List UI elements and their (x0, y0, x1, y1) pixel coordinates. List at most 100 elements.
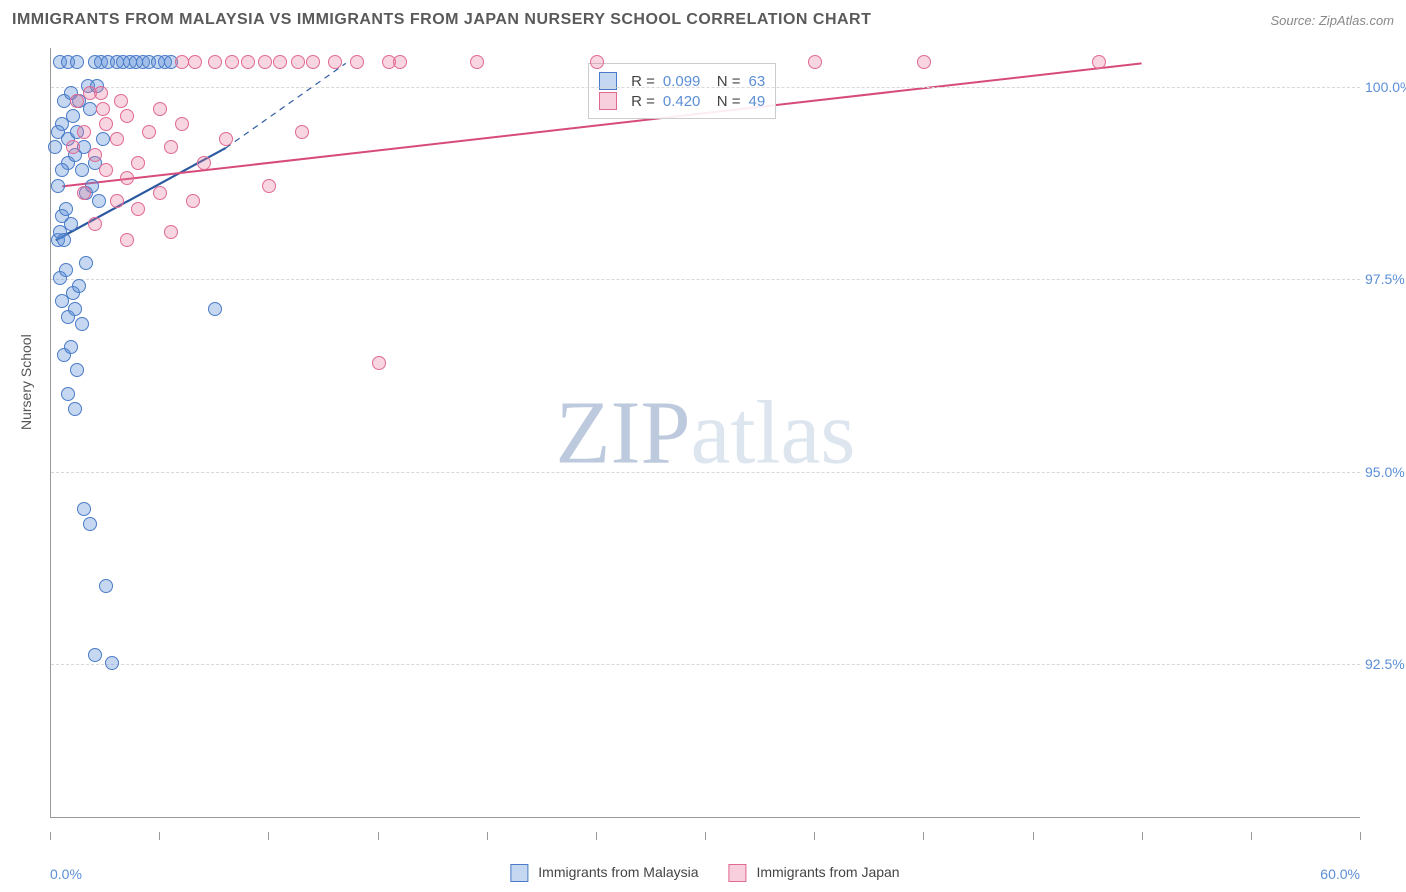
data-point (164, 140, 178, 154)
stats-n-label: N = (708, 93, 740, 110)
data-point (120, 171, 134, 185)
data-point (219, 132, 233, 146)
data-point (70, 94, 84, 108)
data-point (186, 194, 200, 208)
data-point (917, 55, 931, 69)
data-point (66, 140, 80, 154)
data-point (153, 186, 167, 200)
data-point (208, 55, 222, 69)
data-point (70, 363, 84, 377)
plot-area: ZIPatlas R = 0.099 N = 63 R = 0.420 N = 4… (50, 48, 1360, 818)
x-tick (50, 832, 51, 840)
trend-lines (51, 48, 1360, 817)
legend-swatch-japan (729, 864, 747, 882)
data-point (120, 233, 134, 247)
data-point (99, 163, 113, 177)
data-point (96, 132, 110, 146)
data-point (808, 55, 822, 69)
data-point (131, 202, 145, 216)
legend-item-japan: Immigrants from Japan (729, 864, 900, 882)
data-point (306, 55, 320, 69)
x-tick (923, 832, 924, 840)
data-point (262, 179, 276, 193)
watermark: ZIPatlas (556, 381, 856, 484)
data-point (350, 55, 364, 69)
stats-r-value: 0.420 (663, 93, 701, 110)
gridline (51, 279, 1360, 280)
data-point (66, 109, 80, 123)
data-point (88, 648, 102, 662)
y-tick-label: 100.0% (1365, 79, 1406, 95)
stats-r-label: R = (631, 93, 655, 110)
y-axis-label: Nursery School (18, 334, 34, 430)
data-point (88, 148, 102, 162)
data-point (114, 94, 128, 108)
data-point (96, 102, 110, 116)
data-point (197, 156, 211, 170)
data-point (48, 140, 62, 154)
gridline (51, 664, 1360, 665)
data-point (55, 163, 69, 177)
data-point (75, 163, 89, 177)
data-point (175, 55, 189, 69)
data-point (328, 55, 342, 69)
data-point (77, 186, 91, 200)
data-point (175, 117, 189, 131)
data-point (70, 55, 84, 69)
data-point (79, 256, 93, 270)
x-tick (1251, 832, 1252, 840)
data-point (295, 125, 309, 139)
y-tick-label: 97.5% (1365, 271, 1406, 287)
x-axis-max-label: 60.0% (1320, 866, 1360, 882)
data-point (83, 517, 97, 531)
data-point (208, 302, 222, 316)
x-tick (268, 832, 269, 840)
data-point (57, 233, 71, 247)
y-tick-label: 92.5% (1365, 656, 1406, 672)
data-point (105, 656, 119, 670)
data-point (1092, 55, 1106, 69)
chart-title: IMMIGRANTS FROM MALAYSIA VS IMMIGRANTS F… (12, 11, 871, 29)
x-tick (1142, 832, 1143, 840)
data-point (120, 109, 134, 123)
data-point (258, 55, 272, 69)
x-tick (378, 832, 379, 840)
stats-row: R = 0.420 N = 49 (599, 92, 765, 110)
legend-item-malaysia: Immigrants from Malaysia (510, 864, 698, 882)
gridline (51, 87, 1360, 88)
stats-n-value: 49 (749, 93, 766, 110)
data-point (188, 55, 202, 69)
data-point (72, 279, 86, 293)
data-point (88, 217, 102, 231)
x-tick (159, 832, 160, 840)
data-point (590, 55, 604, 69)
legend-label-japan: Immigrants from Japan (756, 864, 899, 880)
x-tick (705, 832, 706, 840)
x-tick (814, 832, 815, 840)
data-point (110, 194, 124, 208)
data-point (142, 125, 156, 139)
data-point (273, 55, 287, 69)
data-point (68, 302, 82, 316)
data-point (77, 502, 91, 516)
x-tick (1360, 832, 1361, 840)
data-point (372, 356, 386, 370)
x-axis-min-label: 0.0% (50, 866, 82, 882)
data-point (241, 55, 255, 69)
data-point (94, 86, 108, 100)
data-point (51, 179, 65, 193)
data-point (225, 55, 239, 69)
chart-header: IMMIGRANTS FROM MALAYSIA VS IMMIGRANTS F… (0, 0, 1406, 40)
data-point (131, 156, 145, 170)
data-point (153, 102, 167, 116)
chart-source: Source: ZipAtlas.com (1270, 13, 1394, 28)
data-point (59, 202, 73, 216)
data-point (110, 132, 124, 146)
stats-row: R = 0.099 N = 63 (599, 72, 765, 90)
gridline (51, 472, 1360, 473)
stats-swatch (599, 72, 617, 90)
stats-swatch (599, 92, 617, 110)
legend: Immigrants from Malaysia Immigrants from… (510, 864, 899, 882)
data-point (68, 402, 82, 416)
data-point (61, 387, 75, 401)
